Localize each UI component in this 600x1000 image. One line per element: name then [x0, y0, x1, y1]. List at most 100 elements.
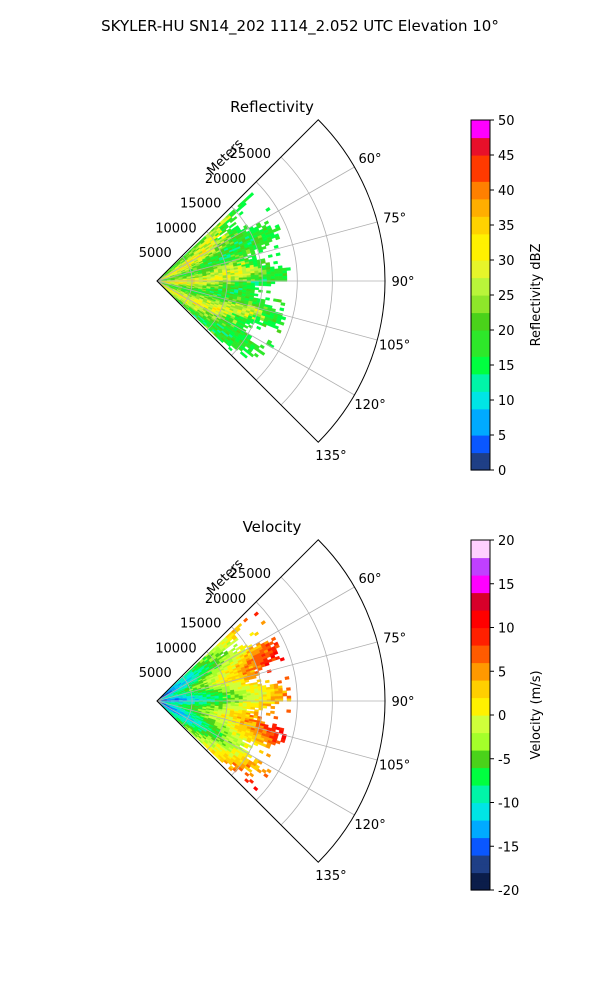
colorbar-segment: [471, 645, 490, 655]
colorbar-tick-label: 10: [498, 622, 515, 637]
azimuth-gridline: [156, 280, 355, 396]
colorbar-segment: [471, 312, 490, 322]
azimuth-gridline: [156, 166, 355, 282]
colorbar-tick-label: 20: [498, 324, 515, 339]
azimuth-tick-label: 120°: [354, 398, 385, 413]
colorbar-label: Velocity (m/s): [529, 670, 544, 759]
colorbar-segment: [471, 575, 490, 585]
polar-frame: [156, 539, 386, 863]
colorbar-segment: [471, 181, 490, 191]
colorbar-segment: [471, 295, 490, 305]
colorbar-segment: [471, 400, 490, 410]
colorbar-segment: [471, 321, 490, 331]
colorbar-segment: [471, 347, 490, 357]
colorbar-segment: [471, 697, 490, 707]
colorbar-segment: [471, 811, 490, 821]
azimuth-tick-label: 90°: [391, 695, 414, 710]
colorbar-segment: [471, 610, 490, 620]
colorbar-tick-label: 0: [498, 709, 506, 724]
azimuth-tick-label: 105°: [379, 339, 410, 354]
range-tick-label: 15000: [180, 197, 221, 212]
colorbar-segment: [471, 881, 490, 891]
colorbar-tick-label: 5: [498, 665, 506, 680]
colorbar-segment: [471, 198, 490, 209]
colorbar-segment: [471, 592, 490, 602]
range-tick-label: 25000: [230, 567, 271, 582]
colorbar-segment: [471, 391, 490, 401]
colorbar-tick-label: -5: [498, 753, 511, 768]
colorbar-segment: [471, 653, 490, 664]
colorbar-segment: [471, 583, 490, 594]
colorbar-tick-label: -10: [498, 797, 519, 812]
colorbar-segment: [471, 461, 490, 471]
reflectivity-panel: Reflectivity 500010000150002000025000Met…: [139, 98, 544, 479]
colorbar-segment: [471, 452, 490, 462]
colorbar-segment: [471, 793, 490, 804]
colorbar-segment: [471, 277, 490, 287]
colorbar-segment: [471, 120, 490, 130]
azimuth-tick-label: 75°: [383, 211, 406, 226]
range-tick-label: 5000: [139, 246, 172, 261]
range-tick-label: 5000: [139, 666, 172, 681]
colorbar-segment: [471, 286, 490, 296]
colorbar-tick-label: 40: [498, 184, 515, 199]
colorbar-segment: [471, 846, 490, 856]
colorbar-tick-label: 15: [498, 578, 515, 593]
colorbar-segment: [471, 373, 490, 384]
colorbar-segment: [471, 601, 490, 611]
azimuth-gridline: [156, 700, 378, 761]
colorbar-segment: [471, 855, 490, 865]
colorbar-tick-label: 15: [498, 359, 515, 374]
colorbar-segment: [471, 330, 490, 340]
colorbar-segment: [471, 627, 490, 637]
range-tick-label: 20000: [205, 592, 246, 607]
colorbar-segment: [471, 128, 490, 139]
velocity-title: Velocity: [243, 518, 302, 536]
colorbar-tick-label: 25: [498, 289, 515, 304]
colorbar-segment: [471, 303, 490, 314]
colorbar-segment: [471, 741, 490, 751]
colorbar-segment: [471, 715, 490, 725]
colorbar-segment: [471, 680, 490, 690]
colorbar-segment: [471, 566, 490, 576]
azimuth-tick-label: 60°: [359, 572, 382, 587]
range-tick-label: 10000: [155, 221, 196, 236]
colorbar-segment: [471, 863, 490, 874]
azimuth-gridline: [156, 586, 355, 702]
colorbar-segment: [471, 820, 490, 830]
colorbar-segment: [471, 207, 490, 217]
colorbar-segment: [471, 706, 490, 716]
colorbar-segment: [471, 137, 490, 147]
colorbar-segment: [471, 435, 490, 445]
colorbar-segment: [471, 417, 490, 427]
reflectivity-title: Reflectivity: [230, 98, 314, 116]
azimuth-tick-label: 75°: [383, 631, 406, 646]
velocity-colorbar: -20 -15 -10 -5 0 5 10 15 20 Velocity (m/s): [470, 534, 544, 899]
azimuth-gridline: [156, 641, 378, 702]
colorbar-segment: [471, 216, 490, 226]
range-tick-label: 10000: [155, 641, 196, 656]
polar-frame: [156, 119, 386, 443]
colorbar-segment: [471, 338, 490, 349]
colorbar-segment: [471, 750, 490, 760]
colorbar-segment: [471, 540, 490, 550]
colorbar-segment: [471, 662, 490, 672]
azimuth-gridline: [156, 221, 378, 282]
colorbar-segment: [471, 268, 490, 279]
colorbar-tick-label: 50: [498, 114, 515, 129]
colorbar-segment: [471, 688, 490, 699]
colorbar-segment: [471, 382, 490, 392]
azimuth-gridline: [156, 280, 378, 341]
range-tick-label: 25000: [230, 147, 271, 162]
colorbar-segment: [471, 732, 490, 742]
colorbar-segment: [471, 758, 490, 769]
figure-title: SKYLER-HU SN14_202 1114_2.052 UTC Elevat…: [101, 17, 499, 36]
colorbar-segment: [471, 251, 490, 261]
colorbar-segment: [471, 155, 490, 165]
azimuth-tick-label: 90°: [391, 275, 414, 290]
colorbar-segment: [471, 172, 490, 182]
colorbar-segment: [471, 671, 490, 681]
